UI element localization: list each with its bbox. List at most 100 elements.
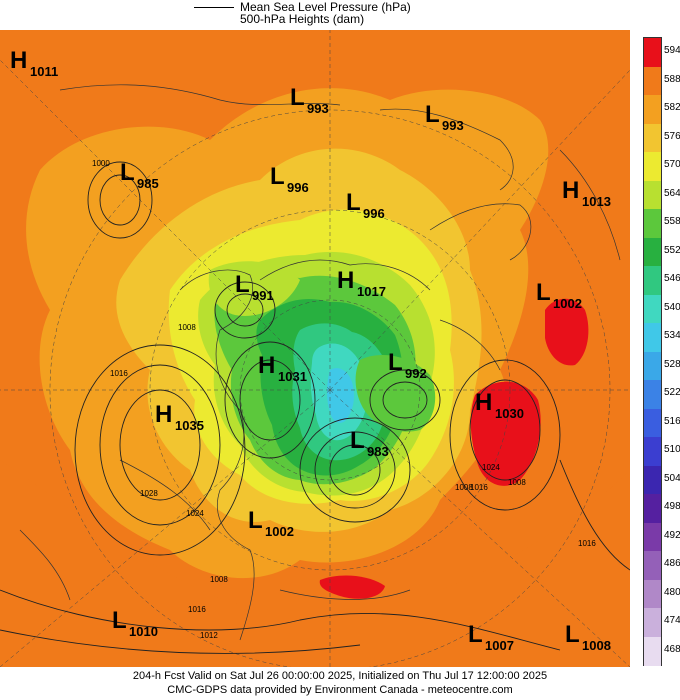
colorbar-label: 564	[664, 187, 680, 199]
pressure-center-value: 1002	[265, 524, 294, 539]
weather-map: 1000 1008 1016 1028 1024 1016 1008 1024 …	[0, 30, 630, 667]
colorbar-label: 588	[664, 73, 680, 85]
colorbar-label: 468	[664, 643, 680, 655]
lat-lon-grid	[0, 30, 630, 667]
pressure-center-value: 983	[367, 444, 389, 459]
pressure-center-value: 1010	[129, 624, 158, 639]
height-colorbar	[643, 37, 662, 666]
colorbar-swatch	[644, 323, 661, 352]
height-contour-558-east	[355, 355, 436, 432]
colorbar-swatch	[644, 38, 661, 67]
colorbar-label: 552	[664, 244, 680, 256]
colorbar-label: 528	[664, 358, 680, 370]
colorbar-label: 504	[664, 472, 680, 484]
isobar-label: 1012	[200, 631, 218, 640]
pressure-center-value: 996	[287, 180, 309, 195]
colorbar-swatch	[644, 551, 661, 580]
pressure-center-low: L	[248, 507, 263, 534]
isobar-label: 1008	[210, 575, 228, 584]
pressure-center-high: H	[258, 352, 275, 379]
height-contour-594-pacific	[470, 381, 541, 486]
pressure-center-value: 993	[442, 118, 464, 133]
colorbar-swatch	[644, 380, 661, 409]
height-contour-588-south	[0, 460, 630, 667]
colorbar-label: 516	[664, 415, 680, 427]
colorbar-swatch	[644, 608, 661, 637]
pressure-center-high: H	[562, 177, 579, 204]
isobar-label: 1016	[110, 369, 128, 378]
pressure-center-value: 1017	[357, 284, 386, 299]
legend-mslp-label: Mean Sea Level Pressure (hPa)	[240, 0, 411, 14]
pressure-center-value: 1002	[553, 296, 582, 311]
colorbar-label: 546	[664, 273, 680, 285]
forecast-valid-caption: 204-h Fcst Valid on Sat Jul 26 00:00:00 …	[132, 670, 548, 682]
colorbar-swatch	[644, 579, 661, 609]
pressure-center-low: L	[346, 189, 361, 216]
pressure-center-low: L	[565, 621, 580, 648]
height-contour-582-nw	[29, 172, 111, 265]
isobar-label: 1024	[482, 463, 500, 472]
isobar-label: 1016	[578, 539, 596, 548]
pressure-center-high: H	[155, 401, 172, 428]
height-contour-564-west	[208, 261, 300, 316]
colorbar-label: 576	[664, 130, 680, 142]
colorbar-label: 480	[664, 586, 680, 598]
pressure-centers: H 1011 L 985 L 993 L 993 L 996 L 996 H 1…	[10, 47, 611, 653]
colorbar-swatch	[644, 95, 661, 124]
isobar-label: 1024	[186, 509, 204, 518]
colorbar-label: 534	[664, 330, 680, 342]
map-legend: Mean Sea Level Pressure (hPa) 500-hPa He…	[190, 0, 490, 28]
colorbar-swatch	[644, 209, 661, 238]
pressure-center-high: H	[475, 389, 492, 416]
isobars	[0, 161, 630, 654]
coastlines	[19, 84, 621, 641]
pressure-center-low: L	[536, 279, 551, 306]
height-contour-594-africa	[319, 575, 385, 599]
colorbar-swatch	[644, 636, 661, 666]
height-contour-534	[327, 368, 354, 423]
pressure-center-value: 992	[405, 366, 427, 381]
pressure-center-value: 1008	[582, 638, 611, 653]
pressure-center-low: L	[120, 159, 135, 186]
isobar-label: 1008	[455, 483, 473, 492]
isobar-label: 1000	[92, 159, 110, 168]
colorbar-swatch	[644, 522, 661, 552]
isobar-legend-line	[194, 7, 234, 8]
colorbar-label: 594	[664, 45, 680, 57]
pressure-center-value: 996	[363, 206, 385, 221]
pressure-center-high: H	[10, 47, 27, 74]
isobar-label: 1016	[188, 605, 206, 614]
pressure-center-value: 1007	[485, 638, 514, 653]
colorbar-swatch	[644, 123, 661, 153]
colorbar-label: 522	[664, 387, 680, 399]
colorbar-label: 570	[664, 159, 680, 171]
colorbar-swatch	[644, 266, 661, 295]
pressure-center-value: 993	[307, 101, 329, 116]
pressure-center-low: L	[468, 621, 483, 648]
isobar-labels: 1000 1008 1016 1028 1024 1016 1008 1024 …	[92, 159, 596, 640]
height-contour-594-china	[545, 298, 589, 366]
data-source-caption: CMC-GDPS data provided by Environment Ca…	[167, 684, 513, 696]
isobar-label: 1008	[178, 323, 196, 332]
colorbar-label: 582	[664, 102, 680, 114]
legend-heights-label: 500-hPa Heights (dam)	[240, 12, 365, 26]
colorbar-swatch	[644, 180, 661, 210]
pressure-center-low: L	[425, 101, 440, 128]
isobar-label: 1008	[508, 478, 526, 487]
colorbar-label: 486	[664, 558, 680, 570]
colorbar-swatch	[644, 437, 661, 466]
pressure-center-value: 985	[137, 176, 159, 191]
pressure-center-high: H	[337, 267, 354, 294]
pressure-center-low: L	[350, 427, 365, 454]
pressure-center-value: 1030	[495, 406, 524, 421]
colorbar-swatch	[644, 152, 661, 181]
colorbar-swatch	[644, 66, 661, 96]
colorbar-label: 498	[664, 501, 680, 513]
colorbar-label: 558	[664, 216, 680, 228]
pressure-center-value: 1031	[278, 369, 307, 384]
pressure-center-value: 991	[252, 288, 274, 303]
pressure-center-low: L	[112, 607, 127, 634]
colorbar-label: 510	[664, 444, 680, 456]
pressure-center-value: 1011	[30, 64, 58, 79]
pressure-center-value: 1035	[175, 418, 204, 433]
